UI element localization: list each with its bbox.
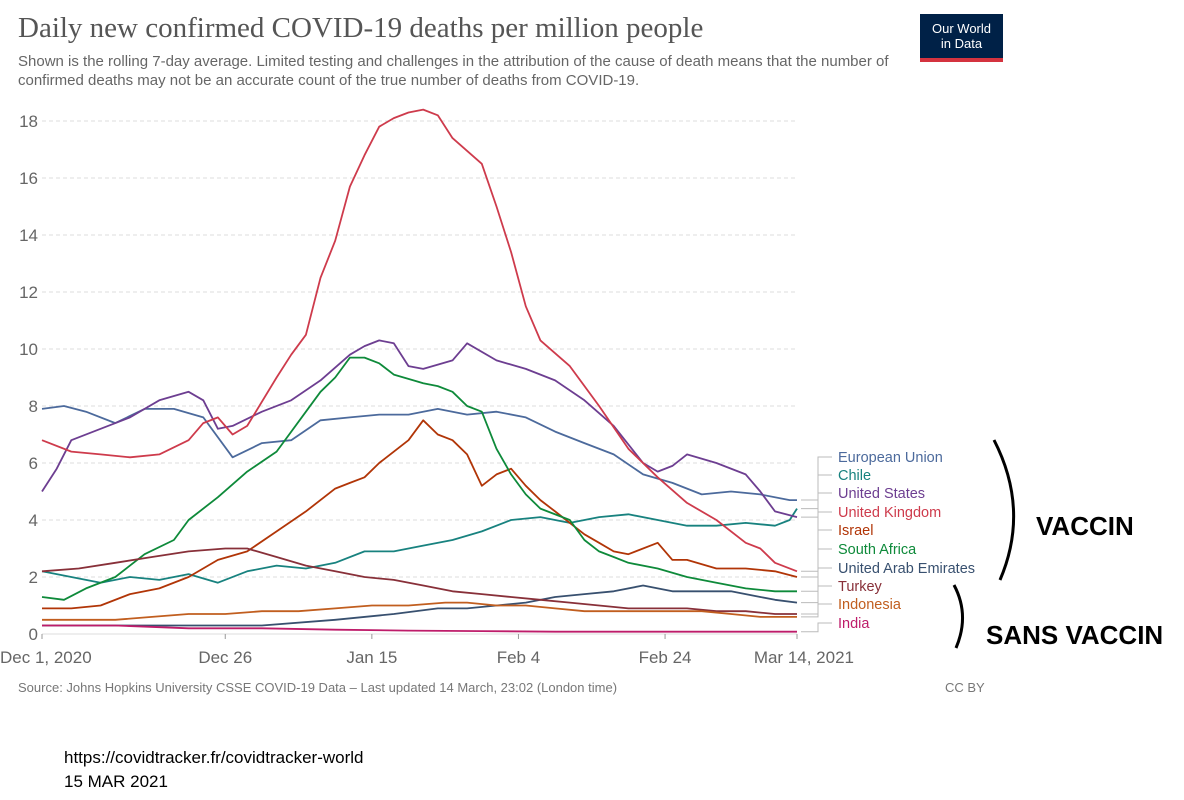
sans-vaccin-group-label: SANS VACCIN — [986, 620, 1164, 650]
series-line-turkey — [41, 547, 797, 615]
legend-connector — [801, 603, 832, 618]
legend-label-chile[interactable]: Chile — [838, 468, 871, 484]
legend-label-turkey[interactable]: Turkey — [838, 579, 883, 595]
series-line-indonesia — [42, 601, 797, 621]
x-tick-label: Jan 15 — [346, 648, 397, 667]
logo-line-2: in Data — [940, 36, 983, 51]
y-tick-label: 14 — [19, 226, 38, 245]
y-tick-label: 4 — [29, 511, 38, 530]
series-line-south-africa — [41, 356, 797, 601]
legend-connectors — [801, 456, 832, 633]
legend-connector — [801, 474, 832, 510]
x-axis-ticks: Dec 1, 2020 Dec 26 Jan 15 Feb 4 Feb 24 Mar 14… — [0, 634, 854, 667]
vaccin-group-label: VACCIN — [1036, 511, 1134, 541]
legend-connector — [801, 511, 832, 572]
source-note: Source: Johns Hopkins University CSSE CO… — [18, 680, 618, 695]
legend-label-south-africa[interactable]: South Africa — [838, 542, 917, 558]
logo-line-1: Our World — [932, 21, 991, 36]
grid-lines — [42, 120, 797, 635]
legend-labels: European Union Chile United States United K… — [838, 450, 975, 632]
legend-label-israel[interactable]: Israel — [838, 523, 873, 539]
series-line-india — [42, 624, 797, 633]
legend-connector — [801, 492, 832, 518]
series-line-united-states — [41, 339, 798, 518]
legend-connector — [801, 585, 832, 615]
legend-label-european-union[interactable]: European Union — [838, 450, 943, 466]
y-tick-label: 0 — [29, 625, 38, 644]
x-tick-label: Dec 26 — [198, 648, 252, 667]
series-line-european-union — [41, 405, 797, 501]
tracker-url[interactable]: https://covidtracker.fr/covidtracker-wor… — [64, 748, 364, 767]
x-tick-label: Mar 14, 2021 — [754, 648, 854, 667]
series-line-israel — [42, 419, 798, 610]
y-axis-ticks: 0 2 4 6 8 10 12 14 16 18 — [19, 112, 38, 644]
series-lines — [41, 108, 798, 633]
chart-title: Daily new confirmed COVID-19 deaths per … — [18, 12, 704, 44]
capture-date: 15 MAR 2021 — [64, 772, 168, 791]
legend-connector — [801, 548, 832, 592]
x-tick-label: Dec 1, 2020 — [0, 648, 92, 667]
y-tick-label: 10 — [19, 340, 38, 359]
series-line-chile — [41, 508, 798, 584]
legend-connector — [801, 456, 832, 501]
license-link[interactable]: CC BY — [945, 680, 985, 695]
legend-label-united-kingdom[interactable]: United Kingdom — [838, 505, 941, 521]
sans-vaccin-brace — [952, 584, 965, 649]
y-tick-label: 12 — [19, 283, 38, 302]
x-tick-label: Feb 24 — [639, 648, 692, 667]
group-braces — [952, 439, 1016, 649]
chart-subtitle: Shown is the rolling 7-day average. Limi… — [18, 53, 889, 89]
y-tick-label: 2 — [29, 568, 38, 587]
vaccin-brace — [992, 439, 1016, 581]
x-tick-label: Feb 4 — [497, 648, 540, 667]
y-tick-label: 18 — [19, 112, 38, 131]
legend-label-indonesia[interactable]: Indonesia — [838, 597, 902, 613]
y-tick-label: 8 — [29, 397, 38, 416]
legend-label-india[interactable]: India — [838, 616, 870, 632]
y-tick-label: 16 — [19, 169, 38, 188]
legend-connector — [801, 622, 832, 633]
legend-connector — [801, 567, 832, 604]
legend-connector — [801, 529, 832, 578]
legend-label-united-states[interactable]: United States — [838, 486, 925, 502]
owid-logo[interactable]: Our World in Data — [920, 14, 1003, 62]
y-tick-label: 6 — [29, 454, 38, 473]
legend-label-united-arab-emirates[interactable]: United Arab Emirates — [838, 561, 975, 577]
series-line-united-kingdom — [41, 108, 798, 573]
